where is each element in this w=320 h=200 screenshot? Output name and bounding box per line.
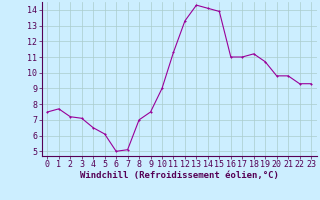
- X-axis label: Windchill (Refroidissement éolien,°C): Windchill (Refroidissement éolien,°C): [80, 171, 279, 180]
